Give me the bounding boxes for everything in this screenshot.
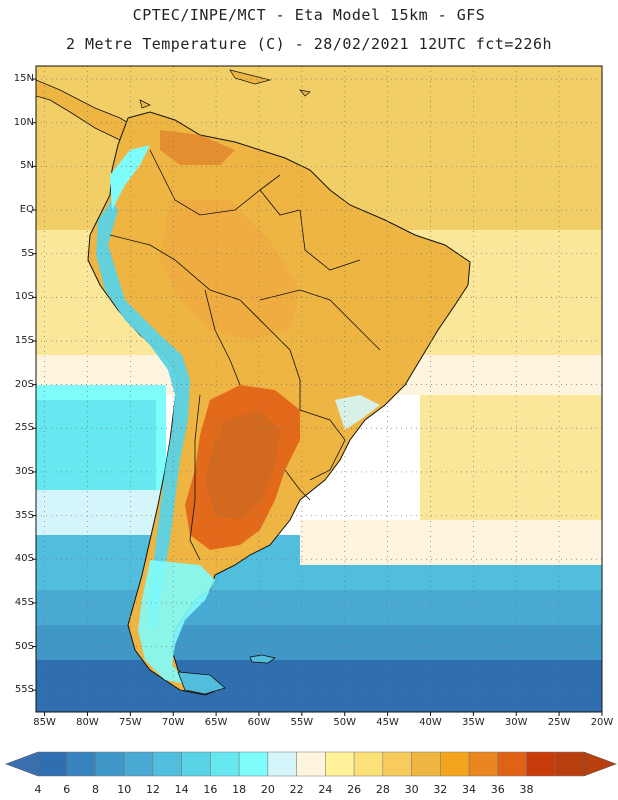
ocean-west-subtropical: [36, 490, 166, 535]
colorbar-label: 4: [34, 783, 42, 796]
latitude-label: 20S: [14, 378, 34, 390]
longitude-label: 30W: [504, 717, 528, 728]
longitude-label: 40W: [419, 717, 442, 728]
axis-ticks: [32, 78, 603, 716]
warm-amazon: [160, 200, 300, 340]
colorbar-label: 6: [63, 783, 71, 796]
patagonia-cool: [138, 560, 215, 685]
tierra-del-fuego: [177, 671, 226, 695]
andes-north: [110, 145, 150, 210]
colorbar-swatch: [353, 751, 384, 777]
colorbar-swatch: [66, 751, 96, 777]
longitude-label: 55W: [290, 717, 314, 728]
serra-do-mar-cool: [335, 395, 380, 430]
longitude-label: 50W: [333, 717, 357, 728]
colorbar-swatch: [325, 751, 355, 777]
andes-cordillera: [96, 200, 190, 630]
ocean-west-cool2: [36, 400, 156, 490]
colorbar-swatch: [181, 751, 211, 777]
colorbar-label: 28: [375, 783, 390, 796]
longitude-label: 35W: [462, 717, 485, 728]
latitude-label: 55S: [14, 684, 34, 696]
colorbar-label: 12: [145, 783, 160, 796]
longitude-label: 80W: [76, 717, 99, 728]
ocean-polar-band: [36, 660, 602, 712]
latitude-label: 10S: [14, 291, 34, 303]
ocean-east-sub2: [300, 520, 602, 565]
caribbean-islands: [139, 69, 311, 109]
latitude-label: EQ: [19, 204, 34, 216]
colorbar-swatch: [526, 751, 556, 777]
colorbar-label: 32: [433, 783, 448, 796]
longitude-label: 85W: [33, 717, 56, 728]
longitude-label: 75W: [119, 717, 142, 728]
longitude-label: 70W: [161, 717, 185, 728]
colorbar-label: 18: [232, 783, 247, 796]
colorbar-label: 8: [91, 783, 99, 796]
colorbar-swatch: [382, 751, 412, 777]
colorbar-label: 20: [260, 783, 275, 796]
colorbar-swatch: [555, 751, 585, 777]
latitude-label: 45S: [14, 596, 34, 608]
colorbar-swatch: [468, 751, 499, 777]
map-field: [36, 66, 602, 712]
colorbar-label: 38: [519, 783, 534, 796]
colorbar-swatch: [37, 751, 67, 777]
latitude-label: 35S: [14, 509, 34, 521]
latitude-label: 25S: [14, 422, 34, 434]
colorbar-label: 36: [490, 783, 505, 796]
latitude-label: 50S: [14, 640, 34, 652]
latitude-label: 5N: [20, 160, 34, 172]
latitude-label: 15S: [14, 334, 34, 346]
colorbar-label: 24: [318, 783, 333, 796]
colorbar-swatch: [123, 751, 154, 777]
longitude-label: 20W: [590, 717, 614, 728]
colorbar-swatch: [152, 751, 182, 777]
colorbar: [5, 751, 617, 777]
map-title-line2: 2 Metre Temperature (C) - 28/02/2021 12U…: [65, 35, 553, 53]
map-frame: [35, 65, 603, 713]
ocean-cold-band: [36, 625, 602, 665]
colorbar-label: 22: [289, 783, 304, 796]
colorbar-swatch: [440, 751, 470, 777]
latitude-label: 10N: [13, 116, 34, 128]
country-borders: [109, 149, 381, 561]
colorbar-label: 10: [117, 783, 132, 796]
colorbar-swatch: [296, 751, 326, 777]
colorbar-label: 30: [404, 783, 419, 796]
longitude-label: 45W: [376, 717, 399, 728]
map-title-line1: CPTEC/INPE/MCT - Eta Model 15km - GFS: [132, 6, 486, 24]
colorbar-swatch: [497, 751, 527, 777]
ocean-cool-band: [36, 590, 602, 630]
colorbar-over-arrow: [583, 751, 617, 777]
colorbar-label: 34: [462, 783, 477, 796]
colorbar-label: 26: [347, 783, 362, 796]
longitude-label: 65W: [204, 717, 228, 728]
latitude-label: 40S: [14, 553, 34, 565]
longitude-label: 60W: [247, 717, 271, 728]
colorbar-label: 14: [174, 783, 189, 796]
colorbar-label: 16: [203, 783, 218, 796]
latitude-label: 5S: [21, 247, 34, 259]
colorbar-swatch: [238, 751, 269, 777]
latitude-label: 30S: [14, 465, 34, 477]
colorbar-swatch: [95, 751, 125, 777]
longitude-label: 25W: [547, 717, 571, 728]
colorbar-under-arrow: [5, 751, 39, 777]
colorbar-swatch: [210, 751, 240, 777]
colorbar-swatch: [267, 751, 297, 777]
latitude-label: 15N: [13, 73, 34, 85]
hot-region-core: [205, 410, 280, 520]
colorbar-swatch: [411, 751, 441, 777]
falkland-islands: [249, 654, 276, 664]
